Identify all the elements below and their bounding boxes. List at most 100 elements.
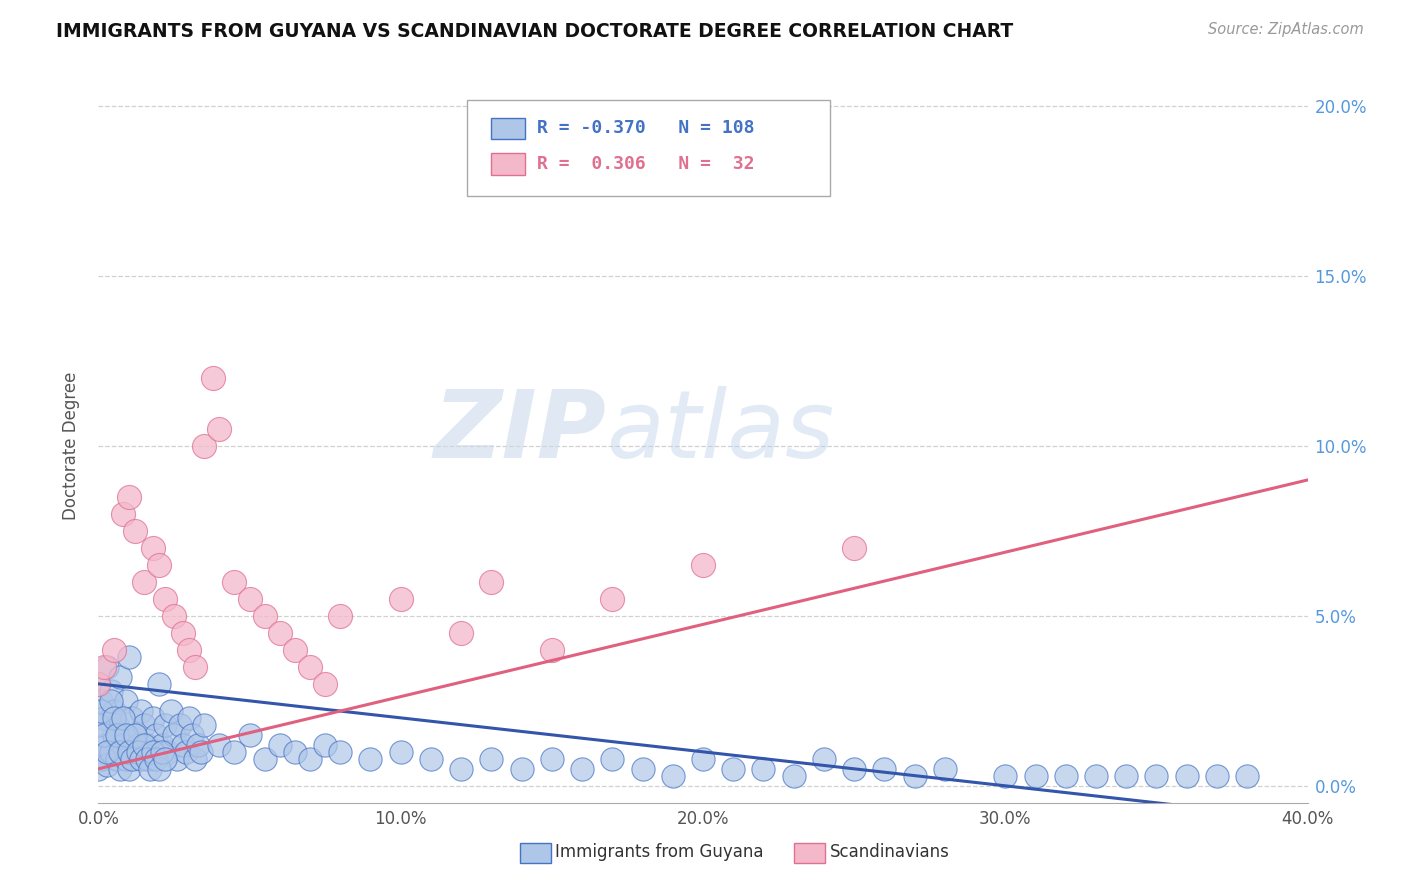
Point <box>239 591 262 606</box>
Point <box>96 758 118 772</box>
Point <box>329 745 352 759</box>
Point <box>153 751 176 765</box>
Point <box>121 711 143 725</box>
Point <box>179 643 201 657</box>
Point <box>118 745 141 759</box>
Point <box>114 694 136 708</box>
Point <box>314 738 336 752</box>
Point <box>224 745 246 759</box>
Point <box>124 728 146 742</box>
Point <box>103 643 125 657</box>
Point <box>540 751 562 765</box>
Point <box>139 751 162 765</box>
Text: atlas: atlas <box>606 386 835 477</box>
Point <box>87 717 110 731</box>
Point <box>96 745 118 759</box>
Point <box>111 507 134 521</box>
Point <box>190 745 212 759</box>
Point <box>662 769 685 783</box>
Point <box>239 728 262 742</box>
Point <box>100 694 122 708</box>
Point <box>193 439 215 453</box>
Point <box>132 738 155 752</box>
Point <box>420 751 443 765</box>
Point <box>783 769 806 783</box>
Point <box>193 717 215 731</box>
Point <box>904 769 927 783</box>
Point <box>96 660 118 674</box>
Point <box>124 524 146 538</box>
Point <box>100 745 122 759</box>
Text: R =  0.306   N =  32: R = 0.306 N = 32 <box>537 155 755 173</box>
Point <box>181 728 204 742</box>
Point <box>602 591 624 606</box>
Point <box>129 704 152 718</box>
Point <box>118 490 141 504</box>
Point <box>692 558 714 572</box>
Point <box>389 591 412 606</box>
Point <box>148 677 170 691</box>
Point <box>108 670 131 684</box>
FancyBboxPatch shape <box>492 118 526 139</box>
Point <box>142 745 165 759</box>
Point <box>111 728 134 742</box>
Point <box>284 643 307 657</box>
Point <box>602 751 624 765</box>
Point <box>844 541 866 555</box>
Point <box>145 728 167 742</box>
Point <box>169 717 191 731</box>
Point <box>1206 769 1229 783</box>
Text: ZIP: ZIP <box>433 385 606 478</box>
Point <box>994 769 1017 783</box>
Point <box>90 704 112 718</box>
Point <box>752 762 775 776</box>
Point <box>132 574 155 589</box>
Point <box>121 751 143 765</box>
Point <box>1175 769 1198 783</box>
Point <box>450 762 472 776</box>
Point <box>179 711 201 725</box>
Point <box>481 574 503 589</box>
Point <box>284 745 307 759</box>
Point <box>174 745 197 759</box>
Point <box>150 738 173 752</box>
Text: Scandinavians: Scandinavians <box>830 843 949 861</box>
Text: IMMIGRANTS FROM GUYANA VS SCANDINAVIAN DOCTORATE DEGREE CORRELATION CHART: IMMIGRANTS FROM GUYANA VS SCANDINAVIAN D… <box>56 22 1014 41</box>
Point <box>172 626 194 640</box>
Point <box>105 728 128 742</box>
Point <box>269 738 291 752</box>
Point <box>253 751 276 765</box>
Point <box>329 608 352 623</box>
Point <box>481 751 503 765</box>
Point <box>93 738 115 752</box>
Point <box>153 591 176 606</box>
Point <box>142 541 165 555</box>
Point <box>571 762 593 776</box>
Point <box>187 738 209 752</box>
Y-axis label: Doctorate Degree: Doctorate Degree <box>62 372 80 520</box>
Point <box>156 745 179 759</box>
Point <box>118 649 141 664</box>
Point <box>314 677 336 691</box>
Point <box>90 694 112 708</box>
Point <box>87 677 110 691</box>
Point <box>135 751 157 765</box>
Point <box>87 677 110 691</box>
Point <box>208 422 231 436</box>
FancyBboxPatch shape <box>492 153 526 175</box>
Point <box>124 728 146 742</box>
Point <box>723 762 745 776</box>
Point <box>93 711 115 725</box>
Point <box>129 751 152 765</box>
Point <box>108 745 131 759</box>
Point <box>139 762 162 776</box>
Point <box>103 711 125 725</box>
Point <box>163 728 186 742</box>
Point <box>450 626 472 640</box>
Text: R = -0.370   N = 108: R = -0.370 N = 108 <box>537 120 755 137</box>
Point <box>208 738 231 752</box>
Point <box>253 608 276 623</box>
Point <box>148 558 170 572</box>
Point <box>224 574 246 589</box>
Point <box>389 745 412 759</box>
